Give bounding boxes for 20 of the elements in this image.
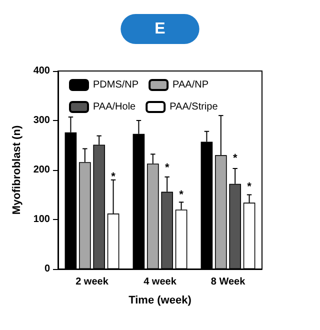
annotation: * [111, 170, 116, 183]
annotation: * [179, 188, 184, 201]
x-tick-label: 8 Week [210, 276, 246, 288]
y-tick-label: 100 [33, 214, 50, 225]
annotation: * [247, 180, 252, 193]
chart-title: E [154, 20, 166, 38]
y-tick-label: 0 [44, 264, 50, 274]
legend-label: PAA/Stripe [170, 102, 218, 112]
legend-label: PDMS/NP [93, 80, 139, 90]
x-tick-label: 4 week [144, 276, 177, 288]
legend-label: PAA/NP [172, 80, 209, 90]
x-axis-title: Time (week) [128, 294, 192, 306]
y-tick-label: 300 [33, 115, 50, 126]
annotation: * [164, 162, 170, 174]
y-axis-title: Myofibroblast (n) [10, 125, 23, 215]
legend-label: PAA/Hole [93, 102, 136, 112]
annotation: * [232, 152, 238, 165]
y-tick-label: 400 [33, 66, 50, 76]
x-tick-label: 2 week [76, 276, 109, 288]
y-tick-label: 200 [33, 164, 50, 176]
